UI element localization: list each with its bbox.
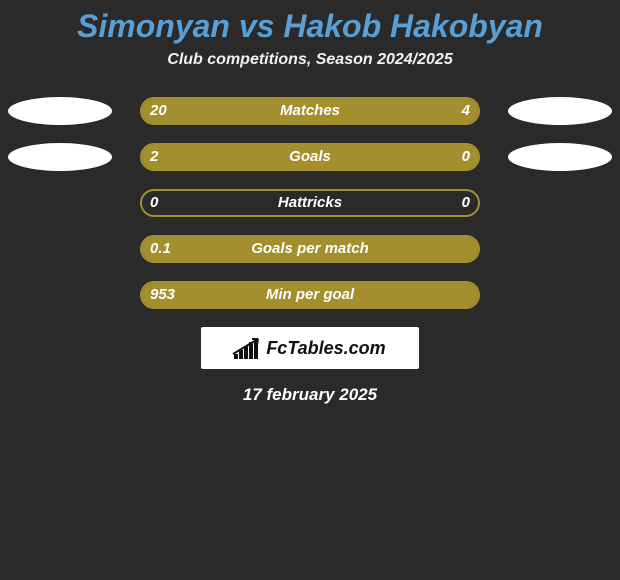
stat-label: Goals per match	[142, 237, 478, 261]
stat-value-left: 0	[150, 191, 158, 215]
stat-value-left: 20	[150, 99, 167, 123]
stat-bar: Hattricks0 0	[140, 189, 480, 217]
comparison-subtitle: Club competitions, Season 2024/2025	[0, 51, 620, 69]
stat-row: Matches20 4	[0, 97, 620, 125]
stat-value-left: 2	[150, 145, 158, 169]
fctables-logo: FcTables.com	[201, 327, 419, 369]
stat-row: Min per goal953	[0, 281, 620, 309]
stat-row: Hattricks0 0	[0, 189, 620, 217]
comparison-title: Simonyan vs Hakob Hakobyan	[0, 0, 620, 45]
stat-value-right: 0	[462, 191, 470, 215]
stat-label: Goals	[142, 145, 478, 169]
stat-rows-container: Matches204Goals20Hattricks00Goals per ma…	[0, 97, 620, 309]
stat-label: Hattricks	[142, 191, 478, 215]
stat-value-left: 953	[150, 283, 175, 307]
stat-bar: Goals2 0	[140, 143, 480, 171]
stat-value-left: 0.1	[150, 237, 171, 261]
stat-value-right: 4	[462, 99, 470, 123]
bar-chart-icon	[234, 337, 260, 359]
stat-row: Goals2 0	[0, 143, 620, 171]
stat-label: Min per goal	[142, 283, 478, 307]
stat-row: Goals per match0.1	[0, 235, 620, 263]
player-left-ellipse	[8, 97, 112, 125]
stat-value-right: 0	[462, 145, 470, 169]
player-right-ellipse	[508, 97, 612, 125]
stat-bar: Min per goal953	[140, 281, 480, 309]
player-right-ellipse	[508, 143, 612, 171]
stat-bar: Goals per match0.1	[140, 235, 480, 263]
player-left-ellipse	[8, 143, 112, 171]
snapshot-date: 17 february 2025	[0, 385, 620, 405]
logo-text: FcTables.com	[266, 338, 385, 359]
stat-label: Matches	[142, 99, 478, 123]
stat-bar: Matches20 4	[140, 97, 480, 125]
